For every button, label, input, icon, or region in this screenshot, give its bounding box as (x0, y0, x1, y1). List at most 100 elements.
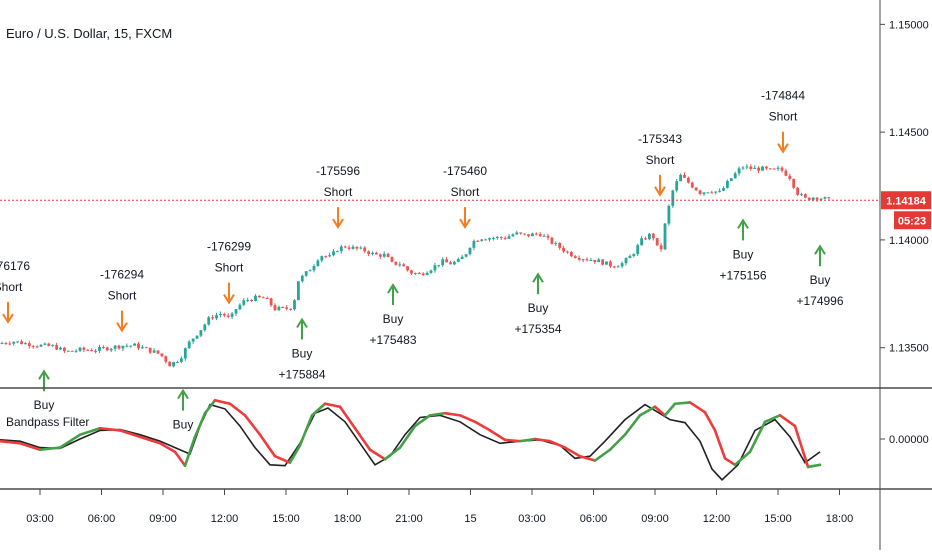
candle-body (480, 239, 484, 241)
candle-body (382, 253, 386, 257)
candle-body (98, 346, 101, 351)
buy-signal-label: Buy (528, 301, 549, 315)
candle-body (386, 253, 390, 258)
candle-body (687, 177, 690, 183)
candle-body (648, 233, 651, 240)
filter-main-segment (18, 441, 42, 452)
candle-body (523, 233, 526, 235)
candle-body (141, 347, 144, 349)
short-arrow-head (777, 143, 789, 154)
candle-body (597, 259, 601, 263)
candle-body (51, 345, 55, 347)
candle-body (788, 175, 792, 179)
candle-body (804, 194, 807, 198)
candle-body (761, 166, 764, 171)
candle-body (199, 330, 203, 336)
candle-body (714, 191, 718, 193)
buy-signal-label: Buy (383, 312, 404, 326)
candle-body (351, 246, 355, 249)
candle-body (242, 300, 246, 305)
filter-main-segment (193, 411, 207, 439)
candle-body (316, 260, 320, 267)
candle-body (538, 233, 542, 236)
filter-main-segment (748, 420, 767, 454)
candle-body (402, 264, 406, 267)
last-price-badge (881, 191, 931, 210)
candle-body (453, 261, 456, 265)
filter-main-segment (443, 411, 462, 417)
candle-body (531, 233, 534, 237)
candle-body (726, 180, 729, 188)
candle-body (250, 299, 253, 301)
time-tick-label: 12:00 (211, 513, 239, 525)
candle-body (460, 256, 464, 260)
time-tick-label: 15:00 (272, 513, 300, 525)
candle-body (542, 235, 546, 237)
candle-body (203, 324, 207, 331)
candle-body (347, 247, 351, 249)
filter-main-segment (623, 414, 642, 437)
candle-body (297, 281, 300, 301)
candle-body (258, 295, 261, 298)
filter-main-segment (593, 448, 612, 462)
candle-body (211, 317, 214, 319)
candle-body (421, 273, 425, 276)
filter-main-segment (98, 426, 122, 432)
short-arrow-head (2, 313, 14, 324)
candle-body (780, 167, 784, 171)
short-arrow-head (654, 186, 666, 197)
candle-body (562, 247, 565, 252)
candle-body (289, 308, 292, 310)
candle-body (566, 251, 569, 253)
filter-main-segment (183, 435, 197, 467)
candle-body (172, 362, 175, 367)
filter-main-segment (713, 429, 727, 460)
candle-body (308, 270, 312, 272)
candle-body (343, 246, 347, 248)
buy-signal-value: +175884 (278, 368, 325, 382)
candle-body (378, 254, 382, 257)
time-tick-label: 09:00 (641, 513, 669, 525)
candle-body (827, 197, 831, 199)
candle-body (148, 347, 152, 353)
candle-body (772, 168, 776, 170)
candle-body (47, 343, 51, 346)
candle-body (336, 251, 339, 253)
short-signal-value: -176176 (0, 259, 30, 273)
candle-body (59, 347, 62, 350)
time-tick-label: 03:00 (518, 513, 546, 525)
candle-body (776, 167, 780, 169)
short-signal-value: -175343 (638, 132, 682, 146)
candle-body (546, 235, 550, 238)
candle-body (183, 348, 187, 359)
buy-signal-label: Buy (173, 418, 194, 432)
candle-body (811, 197, 815, 200)
candle-body (632, 254, 636, 257)
filter-main-segment (138, 435, 162, 445)
price-tick-label: 1.14500 (889, 127, 929, 139)
buy-arrow-head (296, 317, 308, 329)
candles-layer (0, 164, 831, 368)
candle-body (133, 343, 136, 346)
candle-body (105, 347, 109, 351)
candle-body (285, 307, 289, 309)
filter-main-segment (243, 414, 262, 437)
candle-body (78, 347, 82, 351)
candle-body (320, 256, 324, 261)
symbol-title: Euro / U.S. Dollar, 15, FXCM (6, 26, 173, 41)
candle-body (605, 261, 608, 265)
candle-body (819, 198, 823, 200)
candle-body (398, 264, 402, 266)
time-tick-label: 18:00 (826, 513, 854, 525)
filter-main-segment (638, 405, 657, 417)
short-signal-label: Short (451, 185, 480, 199)
candle-body (698, 190, 702, 195)
filter-main-segment (733, 450, 752, 467)
candle-body (710, 192, 714, 194)
candle-body (406, 266, 409, 271)
candle-body (269, 298, 273, 306)
buy-signal-label: Buy (810, 273, 831, 287)
buy-arrow-head (737, 218, 749, 229)
filter-main-segment (548, 439, 567, 449)
